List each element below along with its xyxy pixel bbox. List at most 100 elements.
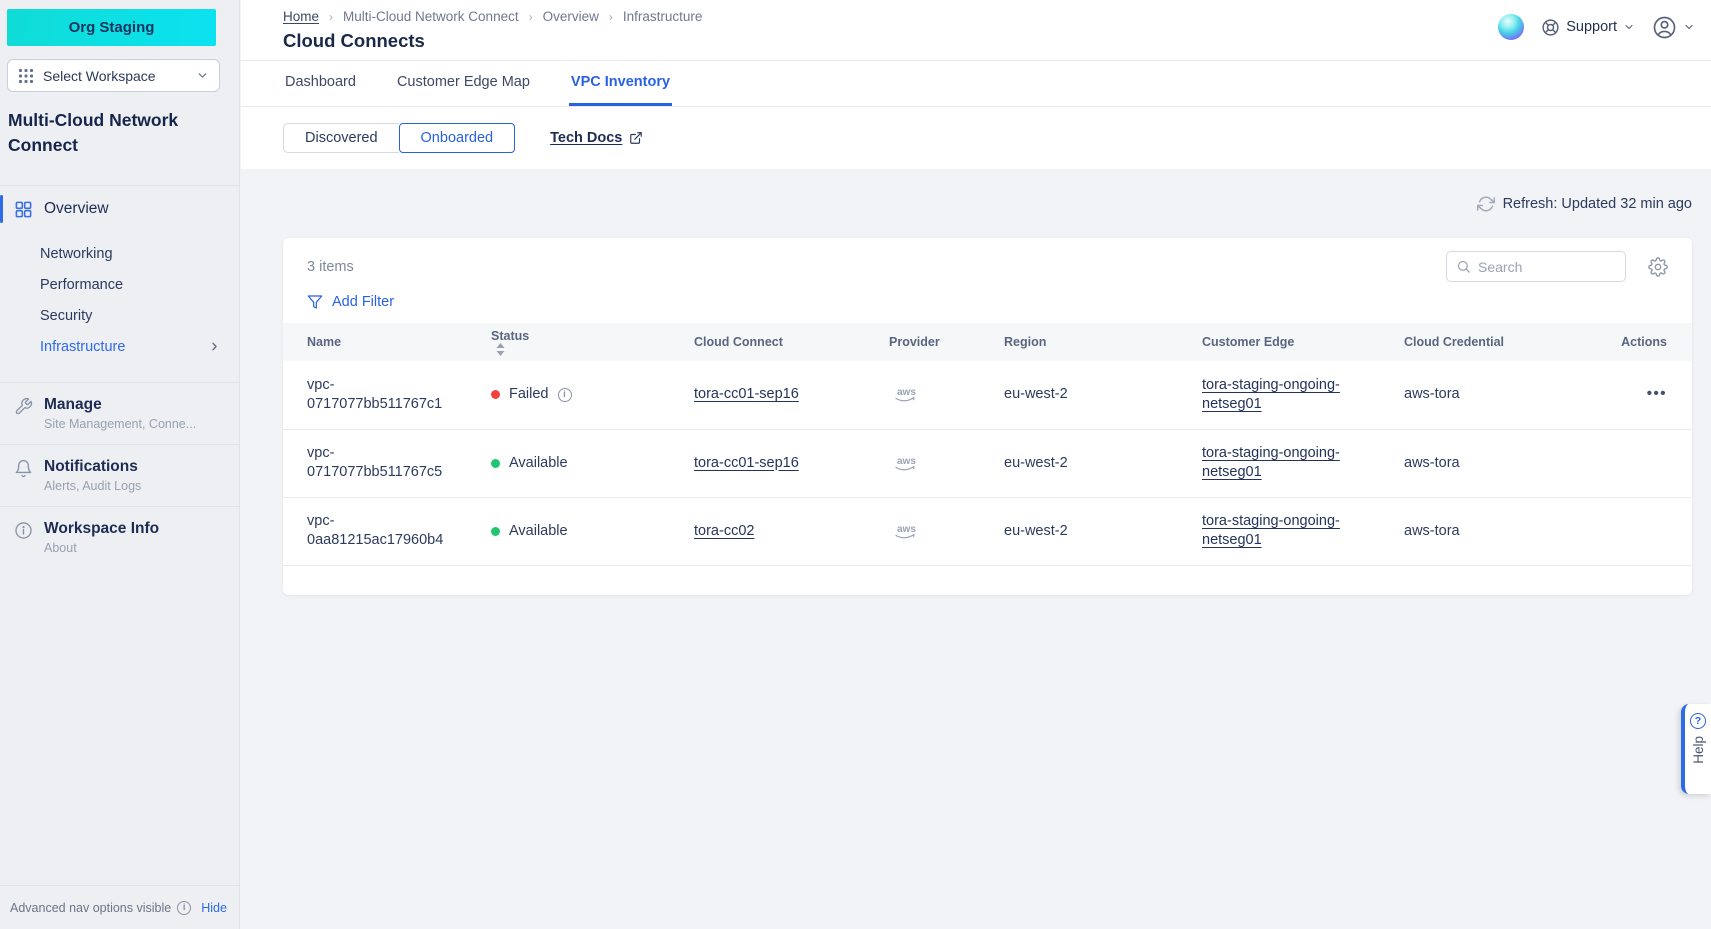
segmented-control: Discovered Onboarded [283,123,516,153]
help-tab[interactable]: ? Help [1681,704,1711,794]
sidebar-footer: Advanced nav options visible i Hide [0,885,239,929]
cloud-credential-value: aws-tora [1404,386,1460,403]
cloud-credential-value: aws-tora [1404,522,1460,539]
wrench-icon [15,397,33,415]
vpc-table-card: 3 items Add Filter [283,238,1692,595]
sidebar-item-performance[interactable]: Performance [40,276,124,293]
region-value: eu-west-2 [1004,386,1068,403]
overview-grid-icon [15,201,32,217]
cloud-connect-link[interactable]: tora-cc02 [694,522,755,539]
table-settings-button[interactable] [1648,256,1668,277]
tab-customer-edge-map[interactable]: Customer Edge Map [396,74,530,90]
filter-funnel-icon [307,295,323,309]
sidebar-item-notifications[interactable]: Notifications Alerts, Audit Logs [0,444,239,506]
workspace-selector[interactable]: Select Workspace [7,59,220,92]
breadcrumb-home[interactable]: Home [283,9,320,24]
bell-icon [15,459,32,478]
customer-edge-link[interactable]: tora-staging-ongoing-netseg01 [1202,445,1340,480]
breadcrumb: Home › Multi-Cloud Network Connect › Ove… [283,9,703,24]
sidebar-item-label: Overview [44,200,109,217]
column-status[interactable]: Status [491,323,694,361]
aws-logo-icon: aws [895,456,916,470]
grid-dots-icon [19,68,33,83]
content-area: Refresh: Updated 32 min ago 3 items [241,169,1711,929]
breadcrumb-product[interactable]: Multi-Cloud Network Connect [343,9,519,24]
search-icon [1457,260,1470,273]
help-question-icon: ? [1690,713,1706,729]
product-title: Multi-Cloud Network Connect [8,110,179,155]
life-ring-icon [1542,18,1559,36]
tab-dashboard[interactable]: Dashboard [285,74,356,90]
sidebar-item-infrastructure[interactable]: Infrastructure [0,331,239,362]
svg-text:aws: aws [897,387,916,398]
breadcrumb-overview[interactable]: Overview [542,9,599,24]
table-header-row: Name Status Cloud Connect Provider Regio… [283,323,1692,361]
table-row: vpc-0717077bb511767c1 Failed i tora-cc01-… [283,361,1692,430]
items-count: 3 items [307,258,354,275]
external-link-icon [630,132,643,144]
support-menu[interactable]: Support [1541,18,1635,37]
advanced-nav-message: Advanced nav options visible [10,900,172,915]
table-row: vpc-0717077bb511767c5 Availablei tora-cc… [283,429,1692,498]
manage-subtitle: Site Management, Conne... [44,417,197,431]
svg-text:aws: aws [897,524,916,535]
assistant-orb-icon[interactable] [1498,14,1525,40]
onboarded-button[interactable]: Onboarded [398,123,516,153]
card-header: 3 items [283,238,1692,282]
search-input[interactable] [1478,258,1616,275]
workspace-info-label: Workspace Info [44,520,160,537]
workspace-selector-label: Select Workspace [43,67,156,84]
refresh-control[interactable]: Refresh: Updated 32 min ago [283,169,1692,238]
gear-icon [1648,256,1668,277]
sidebar-item-workspace-info[interactable]: Workspace Info About [0,506,239,568]
column-provider: Provider [889,323,1004,361]
status-label: Available [509,522,568,539]
add-filter-label: Add Filter [332,294,395,310]
hide-link[interactable]: Hide [201,900,227,915]
breadcrumb-infrastructure[interactable]: Infrastructure [622,9,703,24]
region-value: eu-west-2 [1004,522,1068,539]
customer-edge-link[interactable]: tora-staging-ongoing-netseg01 [1202,376,1340,412]
manage-label: Manage [44,396,102,413]
sidebar-item-manage[interactable]: Manage Site Management, Conne... [0,382,239,444]
table-row: vpc-0aa81215ac17960b4 Availablei tora-cc… [283,497,1692,566]
page-title: Cloud Connects [283,30,425,51]
add-filter-button[interactable]: Add Filter [307,294,394,310]
help-label: Help [1690,736,1706,764]
sort-icon[interactable] [496,342,505,356]
column-name: Name [283,323,491,361]
overview-subnav: Networking Performance Security Infrastr… [0,232,239,382]
status-label: Failed [509,386,549,403]
tab-vpc-inventory[interactable]: VPC Inventory [568,61,673,106]
info-icon: i [177,900,192,915]
notifications-subtitle: Alerts, Audit Logs [44,479,142,493]
sidebar-item-overview[interactable]: Overview [0,186,239,232]
status-dot [491,526,500,536]
page-header: Home › Multi-Cloud Network Connect › Ove… [241,0,1711,61]
column-customer-edge: Customer Edge [1202,323,1404,361]
notifications-label: Notifications [44,458,138,475]
info-icon [15,522,32,539]
support-label: Support [1566,19,1617,35]
org-button[interactable]: Org Staging [7,9,216,46]
status-info-icon[interactable]: i [557,387,572,402]
workspace-info-subtitle: About [44,541,77,555]
cloud-connect-link[interactable]: tora-cc01-sep16 [694,386,799,403]
column-cloud-credential: Cloud Credential [1404,323,1604,361]
view-toolbar: Discovered Onboarded Tech Docs [241,107,1711,169]
account-menu[interactable] [1652,15,1695,40]
sidebar-item-networking[interactable]: Networking [40,245,113,262]
cloud-connect-link[interactable]: tora-cc01-sep16 [694,454,799,471]
vpc-name: vpc-0717077bb511767c5 [307,445,443,480]
discovered-button[interactable]: Discovered [283,123,399,153]
user-icon [1653,16,1676,38]
tech-docs-link[interactable]: Tech Docs [550,130,643,146]
column-cloud-connect: Cloud Connect [694,323,889,361]
svg-text:aws: aws [897,456,916,467]
tech-docs-label: Tech Docs [550,130,623,146]
row-actions-button[interactable]: ••• [1646,385,1667,403]
sidebar-item-security[interactable]: Security [40,307,93,324]
vpc-name: vpc-0aa81215ac17960b4 [307,513,444,548]
customer-edge-link[interactable]: tora-staging-ongoing-netseg01 [1202,513,1340,548]
